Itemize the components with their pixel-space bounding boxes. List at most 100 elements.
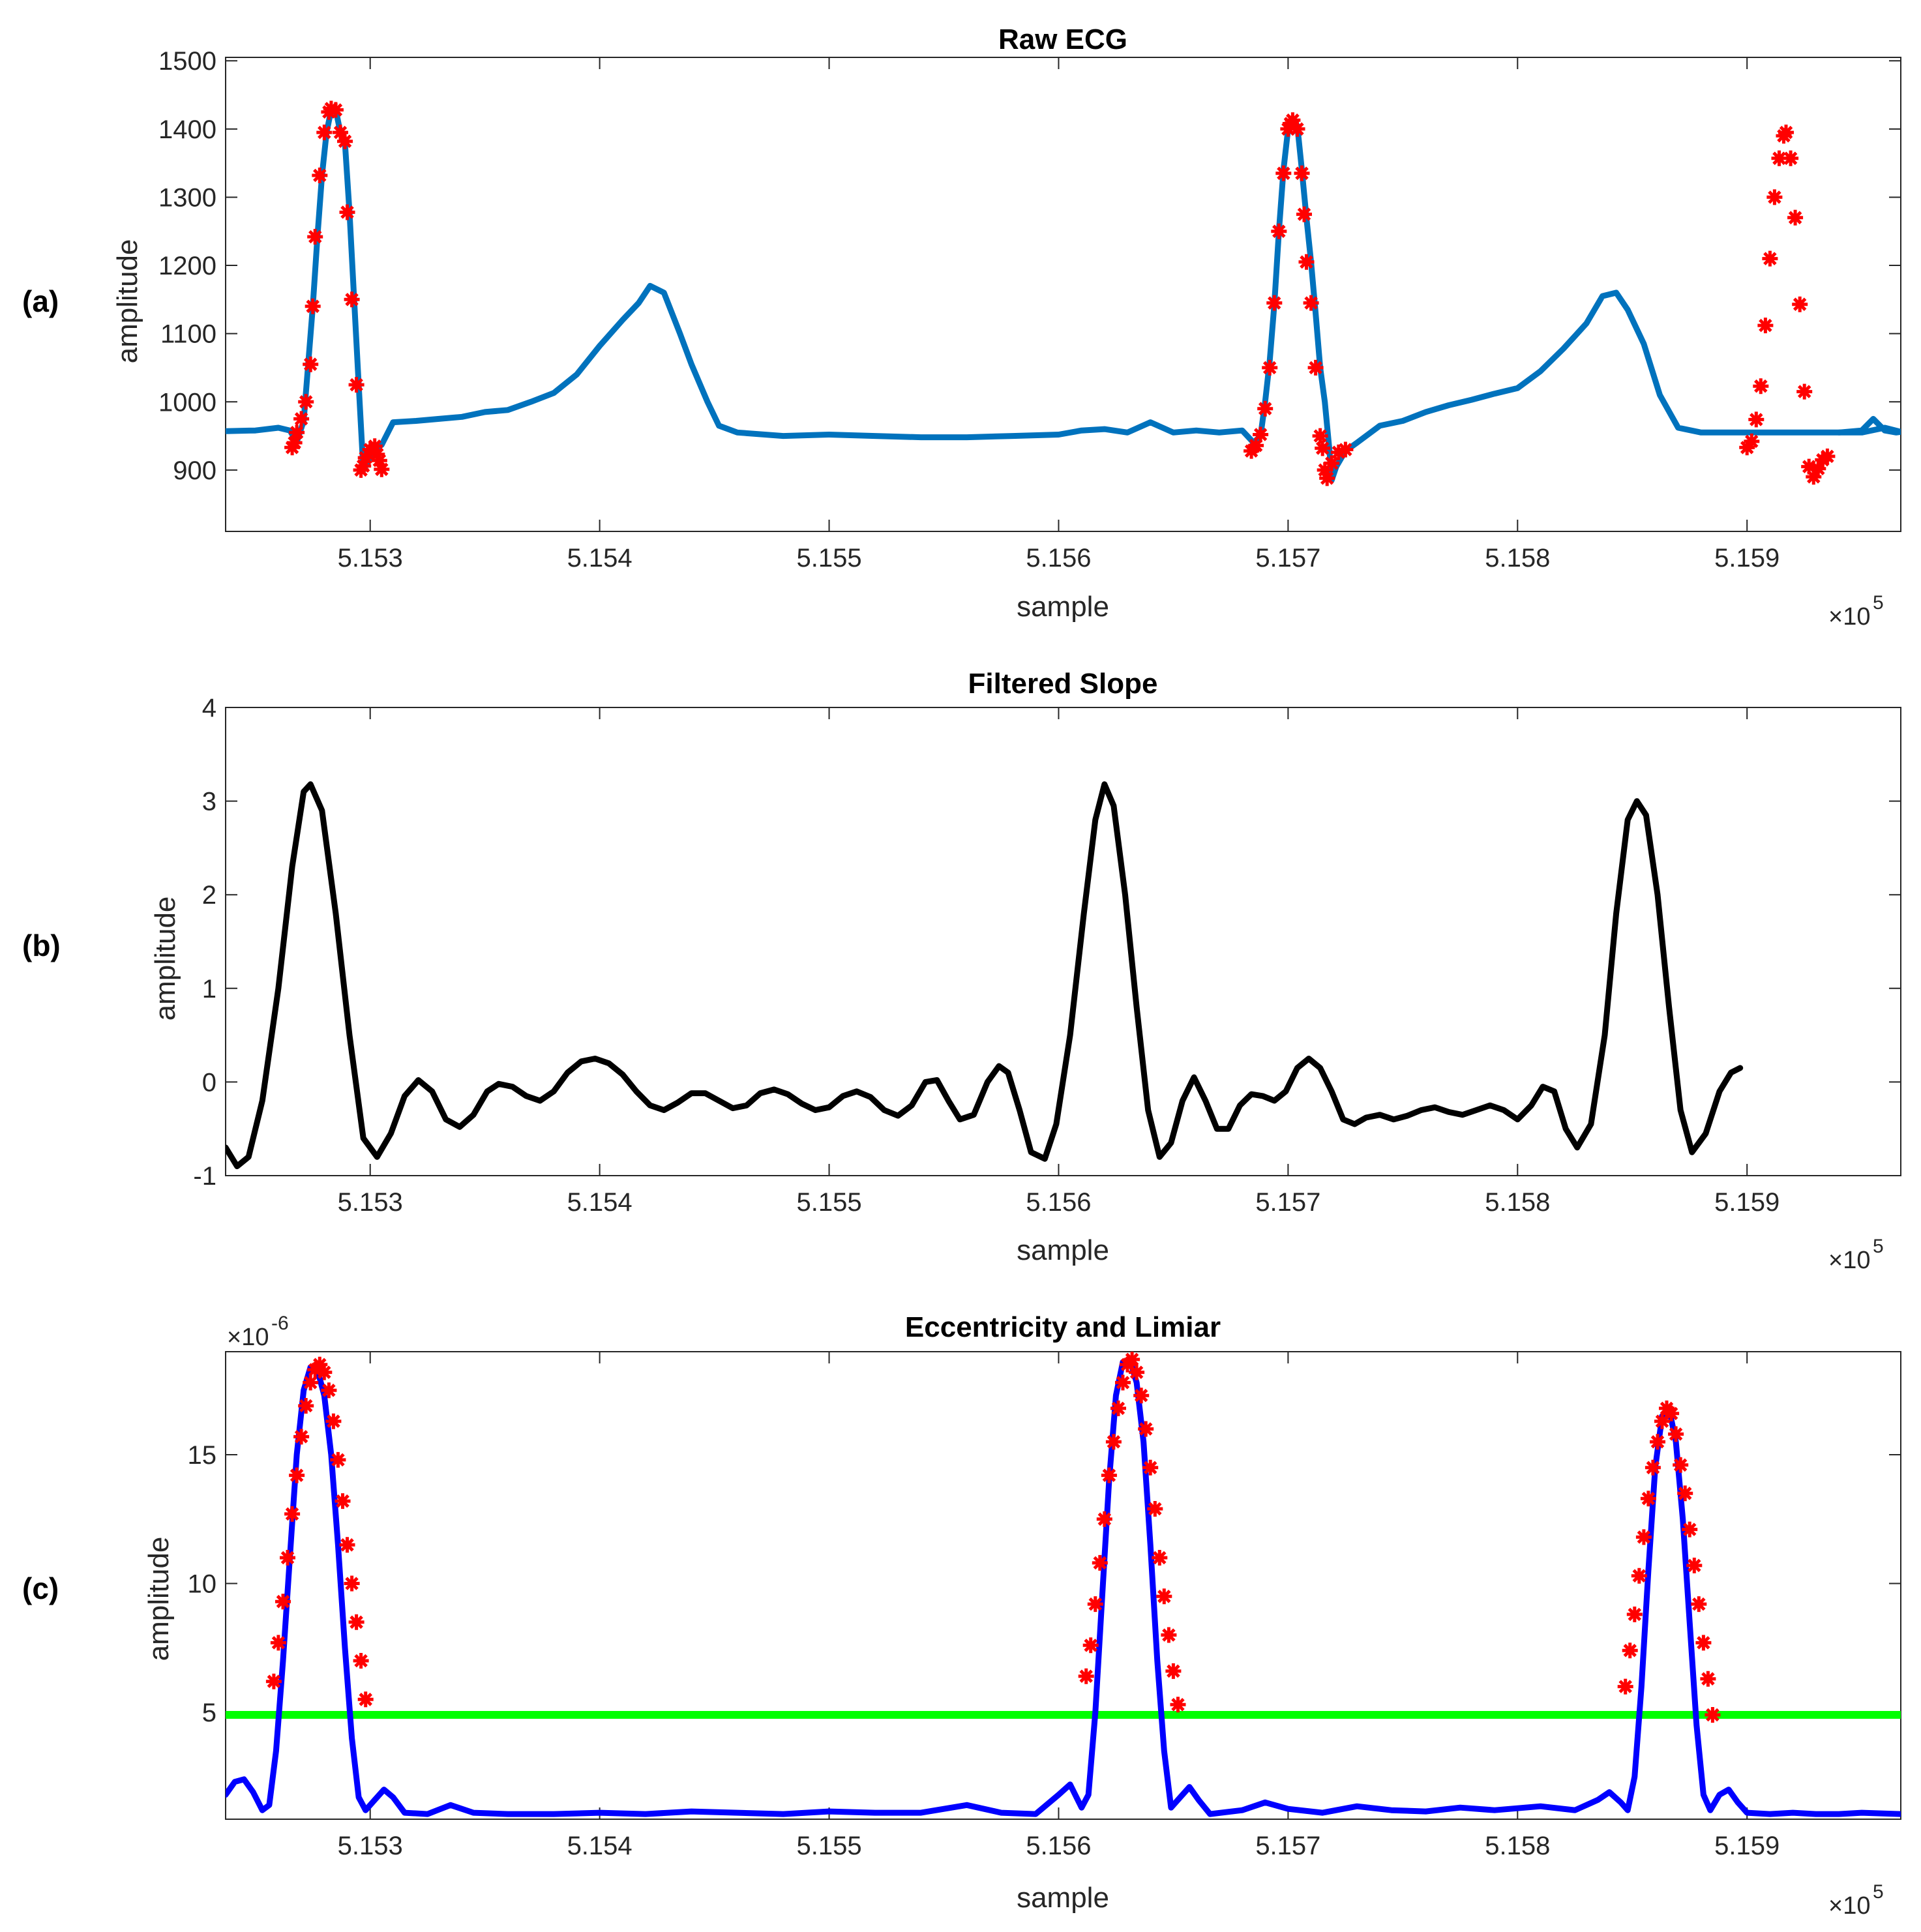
x-tick-label: 5.157 <box>1255 544 1320 572</box>
x-tick-label: 5.154 <box>567 544 633 572</box>
detection-marker <box>1324 455 1340 471</box>
detection-marker <box>1156 1588 1172 1605</box>
panel-label-a: (a) <box>22 284 59 318</box>
detection-marker <box>1766 189 1783 205</box>
chart-title-a: Raw ECG <box>998 23 1127 55</box>
detection-marker <box>1801 458 1817 475</box>
series-line-ecg <box>226 107 1901 483</box>
detection-marker <box>303 356 319 372</box>
detection-marker <box>339 204 355 220</box>
svg-text:×10: ×10 <box>227 1324 269 1351</box>
detection-marker <box>1330 444 1347 460</box>
detection-marker <box>1142 1459 1159 1476</box>
detection-marker <box>1337 441 1354 458</box>
y-axis-label-b: amplitude <box>149 897 181 1021</box>
detection-marker <box>312 1356 328 1373</box>
detection-marker <box>1663 1405 1680 1421</box>
detection-marker <box>265 1673 282 1689</box>
detection-marker <box>1673 1457 1689 1473</box>
detection-marker <box>1289 121 1305 137</box>
detection-marker <box>327 102 344 118</box>
detection-marker <box>1147 1501 1163 1517</box>
detection-marker <box>293 1429 310 1445</box>
detection-marker <box>289 1467 305 1483</box>
detection-marker <box>284 439 301 456</box>
detection-marker <box>1271 223 1287 239</box>
y-tick-label: 1000 <box>158 388 216 417</box>
detection-marker <box>1138 1421 1154 1437</box>
detection-marker <box>270 1635 286 1651</box>
detection-marker <box>1312 428 1328 444</box>
x-tick-label: 5.155 <box>796 1188 861 1217</box>
x-tick-label: 5.157 <box>1255 1832 1320 1860</box>
x-tick-label: 5.157 <box>1255 1188 1320 1217</box>
detection-marker <box>286 435 303 451</box>
detection-marker <box>316 125 333 141</box>
detection-marker <box>1654 1413 1670 1429</box>
y-tick-label: 10 <box>188 1570 217 1599</box>
x-tick-label: 5.158 <box>1485 544 1550 572</box>
detection-marker <box>1682 1521 1698 1538</box>
detection-marker <box>1622 1642 1638 1659</box>
detection-marker <box>1787 209 1804 226</box>
detection-marker <box>357 1691 374 1708</box>
detection-marker <box>1695 1635 1712 1651</box>
svg-text:×10: ×10 <box>1828 603 1870 631</box>
y-tick-label: 1 <box>202 975 216 1003</box>
y-tick-label: 3 <box>202 788 216 816</box>
detection-marker <box>1092 1554 1108 1571</box>
y-tick-label: 5 <box>202 1699 216 1727</box>
x-tick-label: 5.154 <box>567 1188 633 1217</box>
detection-marker <box>1762 250 1778 267</box>
x-tick-label: 5.155 <box>796 544 861 572</box>
y-tick-label: 1100 <box>160 320 216 349</box>
detection-marker <box>303 1375 319 1391</box>
detection-marker <box>1319 470 1335 486</box>
data-layer <box>226 781 1744 1170</box>
detection-marker <box>369 446 385 462</box>
x-tick-label: 5.159 <box>1714 1832 1780 1860</box>
detection-marker <box>1275 165 1292 181</box>
x-tick-label: 5.154 <box>567 1832 633 1860</box>
detection-marker <box>1650 1434 1665 1450</box>
detection-marker <box>275 1594 291 1610</box>
y-axis-label-c: amplitude <box>143 1537 175 1661</box>
detection-marker <box>1124 1352 1140 1367</box>
y-tick-label: 1400 <box>158 115 216 144</box>
y-tick-label: 2 <box>202 881 216 910</box>
detection-marker <box>316 1364 333 1380</box>
detection-marker <box>1248 438 1264 454</box>
detection-marker <box>1617 1678 1633 1695</box>
detection-marker <box>1315 440 1331 456</box>
detection-marker <box>1087 1596 1103 1612</box>
y-tick-label: 1500 <box>158 47 216 76</box>
x-tick-label: 5.156 <box>1026 1188 1091 1217</box>
detection-marker <box>1635 1529 1652 1545</box>
detection-marker <box>312 168 328 183</box>
detection-marker <box>374 461 390 477</box>
detection-marker <box>1307 359 1324 376</box>
detection-marker <box>1285 112 1301 128</box>
detection-marker <box>1796 383 1813 400</box>
detection-marker <box>1757 318 1774 334</box>
x-tick-label: 5.158 <box>1485 1832 1550 1860</box>
y-tick-label: 1200 <box>158 252 216 280</box>
svg-text:×10: ×10 <box>1828 1247 1870 1274</box>
detection-marker <box>1262 359 1278 376</box>
svg-text:×10: ×10 <box>1828 1892 1870 1920</box>
detection-marker <box>1753 378 1769 394</box>
detection-marker <box>344 1575 360 1592</box>
x-tick-label: 5.156 <box>1026 1832 1091 1860</box>
detection-marker <box>1170 1697 1186 1713</box>
detection-marker <box>1700 1671 1716 1687</box>
chart-title-c: Eccentricity and Limiar <box>905 1311 1221 1343</box>
axes-box <box>225 707 1901 1176</box>
detection-marker <box>337 133 353 149</box>
detection-marker <box>325 1413 342 1429</box>
x-axis-label-c: sample <box>1017 1882 1109 1914</box>
detection-marker <box>335 1493 351 1509</box>
x-tick-label: 5.153 <box>338 1188 403 1217</box>
panel-label-c: (c) <box>22 1571 59 1605</box>
detection-marker <box>1266 295 1283 311</box>
y-axis-label-a: amplitude <box>112 239 143 364</box>
